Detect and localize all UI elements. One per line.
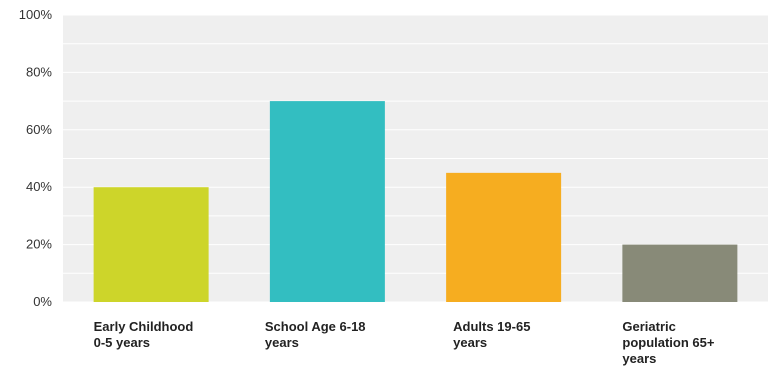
x-tick-label: Early Childhood <box>94 319 194 334</box>
y-tick-label: 0% <box>33 294 52 309</box>
y-tick-label: 40% <box>26 179 52 194</box>
bar <box>446 172 562 302</box>
y-tick-label: 80% <box>26 64 52 79</box>
x-tick-label: years <box>265 335 299 350</box>
x-tick-label: School Age 6-18 <box>265 319 366 334</box>
bar <box>622 244 738 302</box>
x-tick-label: Adults 19-65 <box>453 319 530 334</box>
y-axis: 0% 20% 40% 60% 80% 100% <box>19 7 53 309</box>
bar <box>93 187 209 302</box>
y-tick-label: 60% <box>26 122 52 137</box>
y-tick-label: 20% <box>26 237 52 252</box>
x-tick-label: years <box>453 335 487 350</box>
bar <box>269 101 385 302</box>
x-tick-label: population 65+ <box>622 335 715 350</box>
x-tick-label: 0-5 years <box>94 335 150 350</box>
bars <box>93 101 738 302</box>
x-tick-label: years <box>622 351 656 366</box>
x-tick-label: Geriatric <box>622 319 675 334</box>
y-tick-label: 100% <box>19 7 53 22</box>
